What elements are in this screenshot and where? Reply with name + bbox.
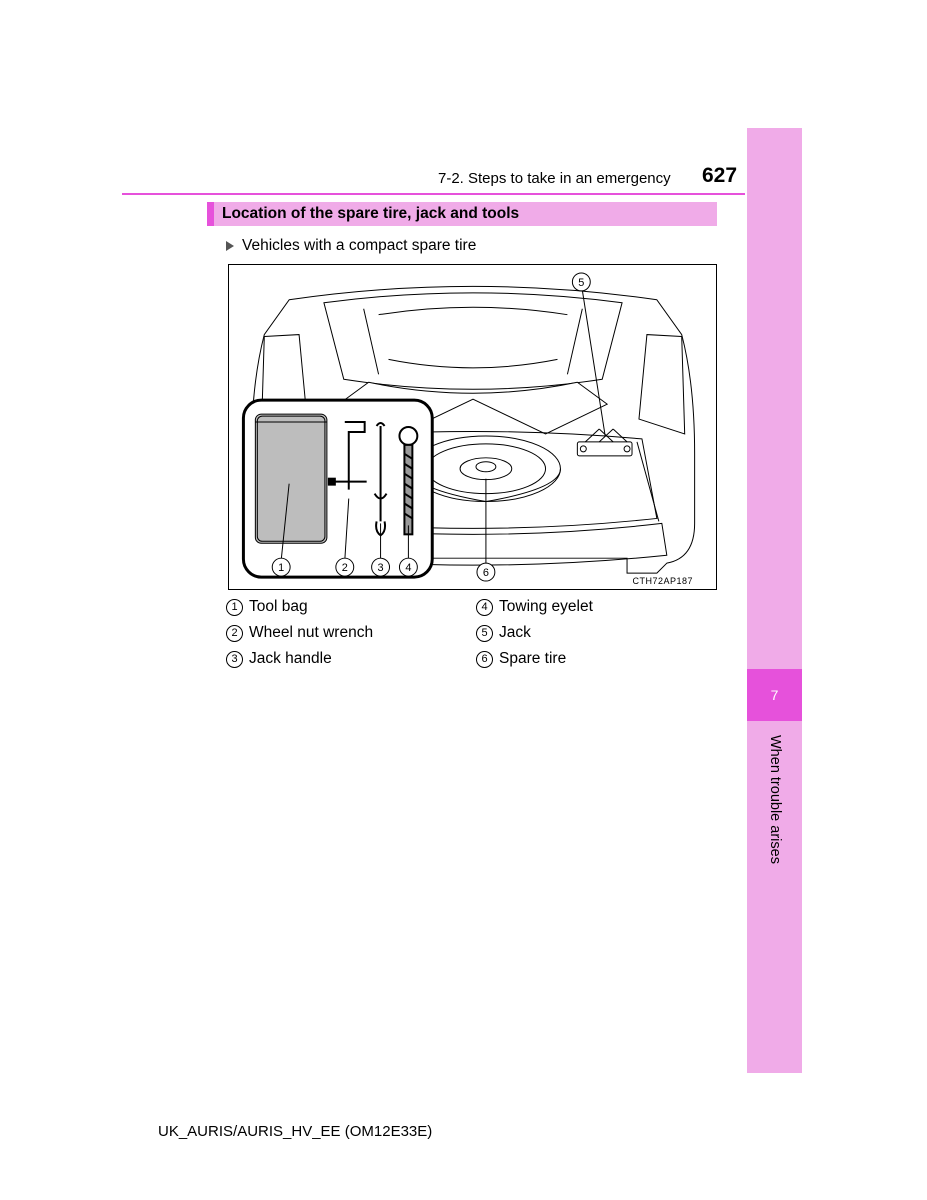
legend-label: Tool bag (249, 598, 308, 616)
legend-item: 2 Wheel nut wrench (226, 624, 476, 642)
legend-item: 5 Jack (476, 624, 726, 642)
callout-4: 4 (405, 562, 411, 574)
legend-item: 4 Towing eyelet (476, 598, 726, 616)
page-number: 627 (702, 164, 737, 188)
chapter-number: 7 (771, 687, 779, 703)
spare-tire-diagram: 1 2 3 4 5 6 (228, 264, 717, 590)
footer-doc-id: UK_AURIS/AURIS_HV_EE (OM12E33E) (158, 1123, 432, 1140)
legend-label: Towing eyelet (499, 598, 593, 616)
callout-5: 5 (578, 277, 584, 289)
header-rule (122, 193, 745, 195)
callout-3: 3 (378, 562, 384, 574)
callout-1: 1 (278, 562, 284, 574)
side-tab-label: When trouble arises (767, 735, 783, 864)
section-heading: Location of the spare tire, jack and too… (207, 202, 717, 226)
callout-2: 2 (342, 562, 348, 574)
legend-label: Wheel nut wrench (249, 624, 373, 642)
legend-number: 5 (476, 625, 493, 642)
legend: 1 Tool bag 4 Towing eyelet 2 Wheel nut w… (226, 594, 726, 672)
legend-label: Jack handle (249, 650, 332, 668)
legend-item: 1 Tool bag (226, 598, 476, 616)
legend-number: 4 (476, 599, 493, 616)
legend-number: 6 (476, 651, 493, 668)
chapter-number-box: 7 (747, 669, 802, 721)
legend-item: 3 Jack handle (226, 650, 476, 668)
legend-label: Spare tire (499, 650, 566, 668)
header-section-label: 7-2. Steps to take in an emergency (438, 170, 671, 187)
diagram-code: CTH72AP187 (632, 576, 693, 586)
subhead-text: Vehicles with a compact spare tire (242, 237, 476, 255)
legend-number: 2 (226, 625, 243, 642)
subhead-row: Vehicles with a compact spare tire (226, 237, 476, 255)
callout-6: 6 (483, 567, 489, 579)
triangle-bullet-icon (226, 241, 234, 251)
side-tab (747, 128, 802, 1073)
legend-label: Jack (499, 624, 531, 642)
legend-item: 6 Spare tire (476, 650, 726, 668)
legend-number: 3 (226, 651, 243, 668)
legend-number: 1 (226, 599, 243, 616)
